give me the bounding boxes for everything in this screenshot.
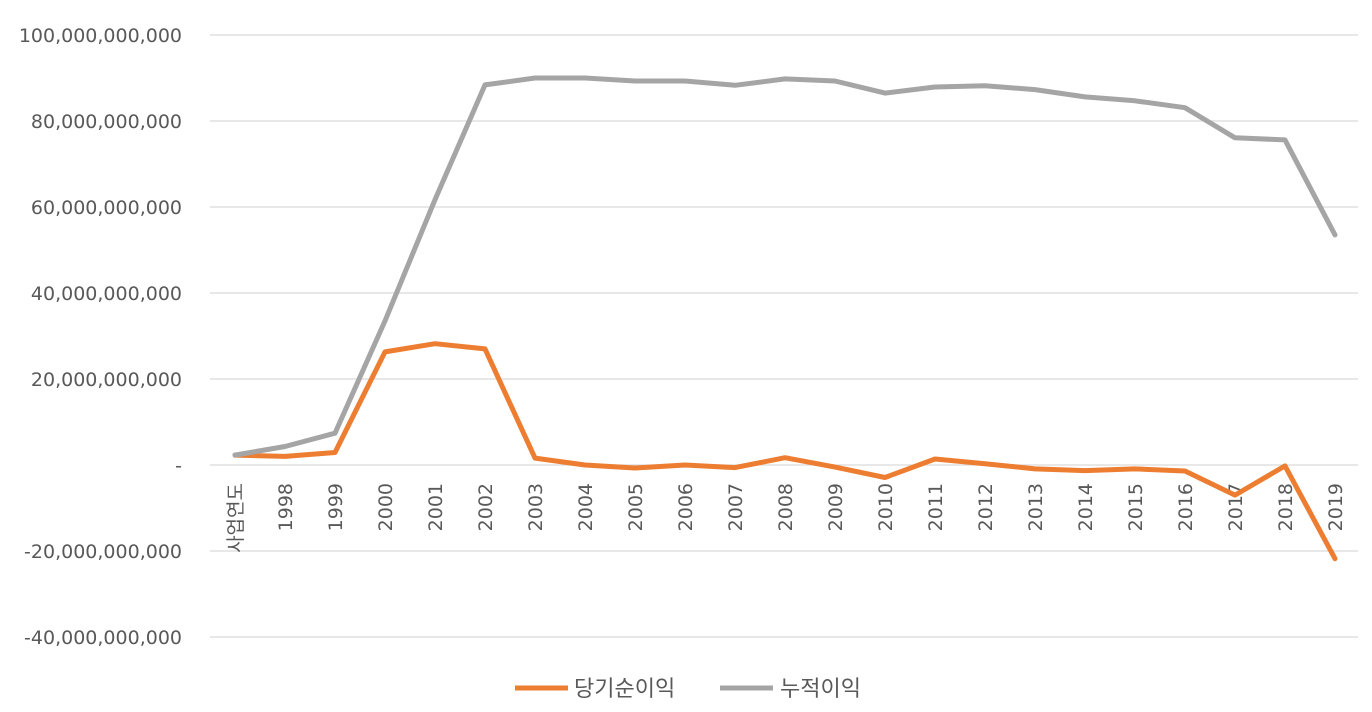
y-tick-label: - (175, 455, 182, 477)
x-tick-label: 1998 (275, 483, 297, 531)
x-tick-label: 2009 (825, 483, 847, 531)
y-tick-label: 80,000,000,000 (31, 111, 182, 133)
legend-label: 당기순이익 (574, 677, 675, 702)
y-tick-label: 20,000,000,000 (31, 369, 182, 391)
x-tick-label: 2003 (525, 483, 547, 531)
gridlines (210, 34, 1358, 638)
x-tick-label: 2002 (475, 483, 497, 531)
legend-label: 누적이익 (780, 677, 861, 702)
x-tick-label: 2015 (1125, 483, 1147, 531)
y-axis-tick-labels: 100,000,000,000 80,000,000,000 60,000,000,… (19, 25, 182, 649)
y-tick-label: -40,000,000,000 (24, 627, 182, 649)
x-tick-label: 2011 (925, 483, 947, 531)
x-tick-label: 2018 (1275, 483, 1297, 531)
x-tick-label: 2000 (375, 483, 397, 531)
x-tick-label: 2001 (425, 483, 447, 531)
x-tick-label: 2019 (1325, 483, 1347, 531)
y-tick-label: 60,000,000,000 (31, 197, 182, 219)
x-tick-label: 2008 (775, 483, 797, 531)
x-tick-label: 2007 (725, 483, 747, 531)
x-tick-label: 2004 (575, 483, 597, 531)
x-tick-label: 2013 (1025, 483, 1047, 531)
x-tick-label: 2010 (875, 483, 897, 531)
y-tick-label: 100,000,000,000 (19, 25, 182, 47)
y-tick-label: -20,000,000,000 (24, 541, 182, 563)
x-tick-label: 2016 (1175, 483, 1197, 531)
x-tick-label: 2012 (975, 483, 997, 531)
x-tick-label: 2006 (675, 483, 697, 531)
x-tick-label: 1999 (325, 483, 347, 531)
x-tick-label: 2005 (625, 483, 647, 531)
series-line-2 (232, 75, 1338, 458)
series-lines (232, 75, 1338, 562)
x-tick-label: 사업연도 (225, 483, 247, 553)
x-axis-tick-labels: 사업연도 1998 1999 2000 2001 2002 2003 2004 2005 2006… (225, 483, 1347, 553)
x-tick-label: 2014 (1075, 483, 1097, 531)
y-tick-label: 40,000,000,000 (31, 283, 182, 305)
legend: 당기순이익 누적이익 (515, 677, 861, 702)
